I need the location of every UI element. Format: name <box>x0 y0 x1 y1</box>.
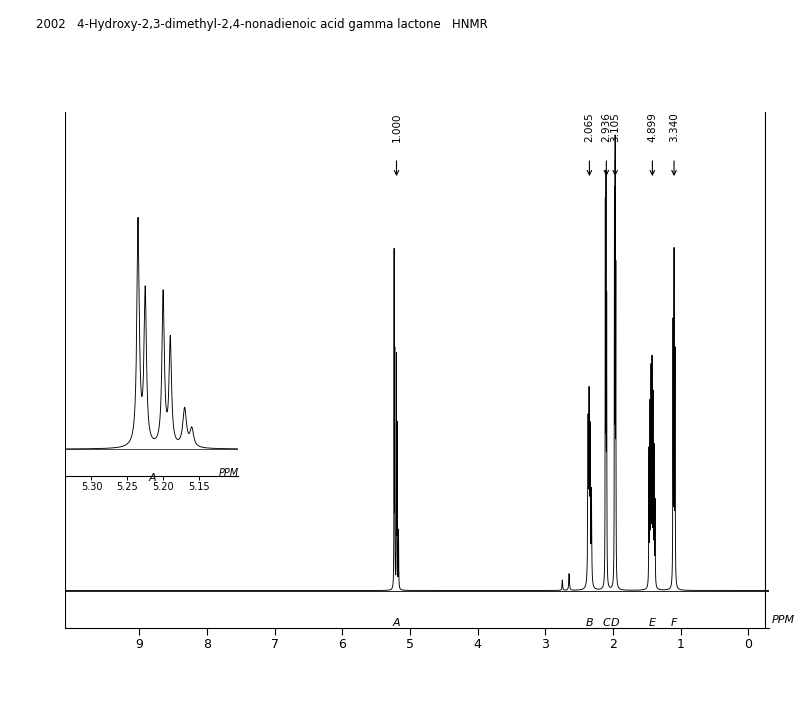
Text: 2.065: 2.065 <box>585 112 594 142</box>
Text: C: C <box>602 617 610 627</box>
Text: 3.340: 3.340 <box>669 112 679 142</box>
Text: E: E <box>649 617 656 627</box>
Text: A: A <box>149 473 156 483</box>
Text: B: B <box>586 617 594 627</box>
Text: F: F <box>671 617 678 627</box>
Text: PPM: PPM <box>218 468 238 478</box>
Text: 4.899: 4.899 <box>647 112 658 142</box>
Text: 2002   4-Hydroxy-2,3-dimethyl-2,4-nonadienoic acid gamma lactone   HNMR: 2002 4-Hydroxy-2,3-dimethyl-2,4-nonadien… <box>36 18 488 31</box>
Text: 2.936: 2.936 <box>602 112 611 142</box>
Text: D: D <box>611 617 619 627</box>
Text: 1.000: 1.000 <box>391 112 402 142</box>
Text: PPM: PPM <box>772 614 795 624</box>
Text: 3.105: 3.105 <box>610 112 620 142</box>
Text: A: A <box>393 617 400 627</box>
